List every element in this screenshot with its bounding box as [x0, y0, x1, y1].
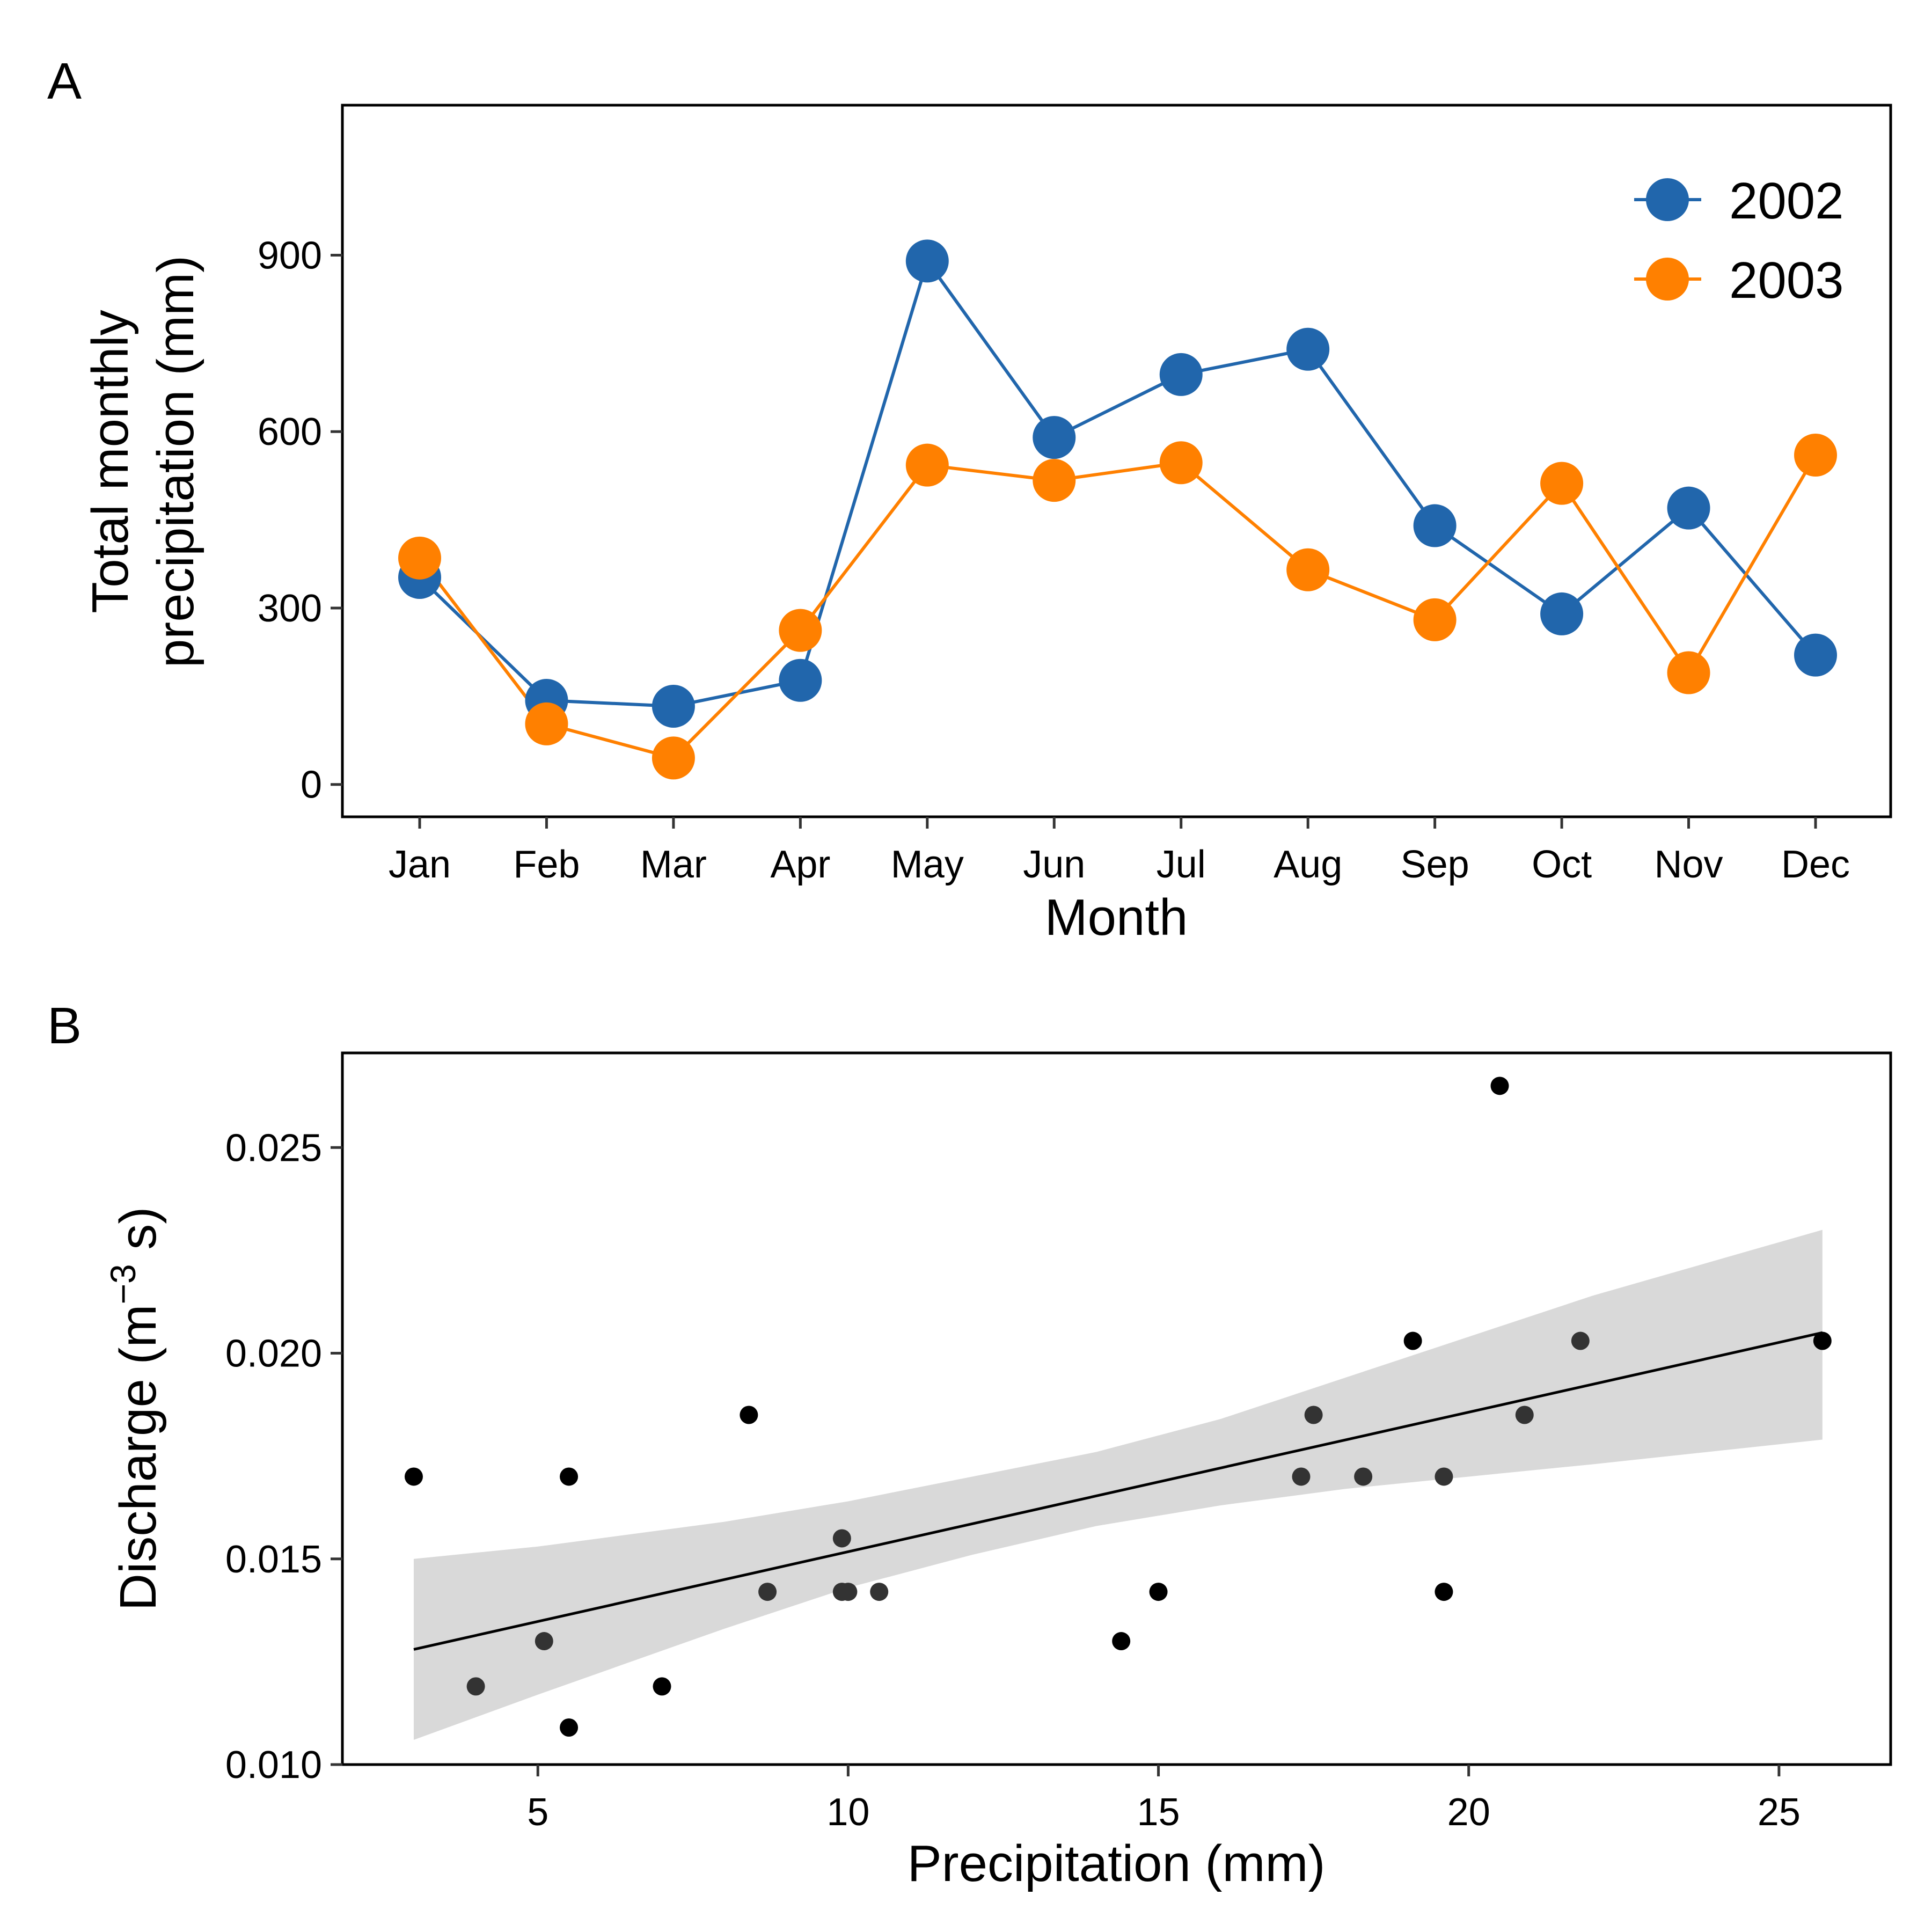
regression-line — [413, 1331, 1823, 1651]
data-point-2002 — [652, 684, 695, 728]
scatter-point — [832, 1529, 851, 1548]
panel-b-discharge-chart: B 0.010 0.015 0.020 0.025 5 10 15 20 25 Precipi… — [47, 997, 1892, 1892]
scatter-point — [1435, 1467, 1453, 1486]
data-point-2003 — [1033, 459, 1076, 502]
data-point-2003 — [779, 609, 822, 652]
scatter-point — [1112, 1632, 1131, 1651]
data-point-2002 — [1667, 486, 1710, 530]
panel-a-legend: 2002 2003 — [1634, 172, 1844, 309]
panel-a-precipitation-chart: A 0 300 600 900 Jan Feb Mar Apr May Jun Jul Aug Sep… — [47, 53, 1892, 946]
legend-label-2003: 2003 — [1729, 252, 1844, 309]
x-tick-label: Sep — [1401, 843, 1469, 886]
x-tick-label: Nov — [1655, 843, 1723, 886]
data-point-2003 — [398, 536, 441, 580]
panel-a-y-axis: 0 300 600 900 — [258, 234, 342, 807]
x-tick-label: Jul — [1157, 843, 1206, 886]
data-point-2002 — [905, 239, 949, 283]
scatter-point — [839, 1583, 858, 1601]
data-point-2002 — [1286, 327, 1330, 371]
x-tick-label: 10 — [826, 1791, 869, 1834]
data-point-2002 — [779, 658, 822, 702]
x-tick-label: May — [891, 843, 964, 886]
x-tick-label: 15 — [1137, 1791, 1180, 1834]
panel-b-y-axis-title: Discharge (m−3 s) — [103, 1207, 167, 1611]
y-tick-label: 0 — [301, 764, 322, 807]
panel-b-x-axis-title: Precipitation (mm) — [908, 1835, 1326, 1892]
panel-b-plot-area — [404, 1077, 1832, 1740]
legend-key-marker-2003 — [1646, 258, 1689, 301]
y-tick-label: 300 — [258, 587, 322, 630]
scatter-point — [535, 1632, 553, 1651]
scatter-point — [1304, 1406, 1323, 1424]
confidence-band — [413, 1230, 1823, 1740]
panel-a-y-axis-title-line1: Total monthly — [82, 310, 139, 613]
scatter-point — [560, 1467, 579, 1486]
y-tick-label: 900 — [258, 234, 322, 277]
data-point-2003 — [1159, 441, 1203, 485]
y-tick-label: 0.015 — [225, 1538, 322, 1581]
data-point-2003 — [905, 443, 949, 487]
panel-a-series — [398, 239, 1837, 780]
x-tick-label: Aug — [1274, 843, 1342, 886]
scatter-point — [740, 1406, 758, 1424]
y-tick-label: 0.020 — [225, 1333, 322, 1375]
x-tick-label: Mar — [640, 843, 707, 886]
data-point-2003 — [1540, 462, 1584, 505]
data-point-2003 — [652, 736, 695, 780]
panel-a-label: A — [47, 53, 82, 110]
data-point-2002 — [1540, 592, 1584, 635]
scatter-point — [1435, 1583, 1453, 1601]
x-tick-label: Oct — [1532, 843, 1592, 886]
panel-a-plot-frame — [341, 104, 1892, 818]
x-tick-label: Dec — [1781, 843, 1850, 886]
data-point-2003 — [525, 702, 568, 745]
scatter-point — [1571, 1331, 1590, 1350]
x-tick-label: 25 — [1758, 1791, 1801, 1834]
legend-key-marker-2002 — [1646, 178, 1689, 221]
data-point-2003 — [1794, 434, 1837, 477]
scatter-point — [1354, 1467, 1373, 1486]
data-point-2003 — [1413, 598, 1457, 641]
scatter-point — [653, 1677, 671, 1696]
scatter-point — [1149, 1583, 1168, 1601]
data-point-2002 — [1033, 416, 1076, 459]
scatter-point — [1490, 1077, 1509, 1095]
scatter-point — [560, 1718, 579, 1737]
data-point-2002 — [1794, 633, 1837, 677]
x-tick-label: 20 — [1447, 1791, 1490, 1834]
x-tick-label: Jun — [1023, 843, 1085, 886]
series-line-2003 — [418, 454, 1817, 760]
y-tick-label: 600 — [258, 411, 322, 453]
legend-label-2002: 2002 — [1729, 172, 1844, 230]
data-point-2003 — [1286, 548, 1330, 591]
x-tick-label: Feb — [513, 843, 580, 886]
data-point-2002 — [1413, 504, 1457, 547]
data-point-2003 — [1667, 651, 1710, 694]
x-tick-label: Jan — [389, 843, 451, 886]
panel-b-plot-frame — [341, 1051, 1892, 1766]
panel-b-label: B — [47, 997, 82, 1055]
panel-a-x-axis-title: Month — [1045, 889, 1188, 946]
x-tick-label: 5 — [527, 1791, 548, 1834]
data-point-2002 — [1159, 353, 1203, 396]
panel-a-y-axis-title-line2: precipitation (mm) — [147, 255, 204, 668]
scatter-point — [404, 1467, 423, 1486]
scatter-point — [870, 1583, 889, 1601]
y-tick-label: 0.025 — [225, 1126, 322, 1169]
scatter-point — [466, 1677, 485, 1696]
panel-a-x-axis: Jan Feb Mar Apr May Jun Jul Aug Sep Oct Nov Dec — [389, 817, 1850, 886]
y-tick-label: 0.010 — [225, 1744, 322, 1787]
scatter-point — [1292, 1467, 1311, 1486]
scatter-point — [1813, 1331, 1832, 1350]
x-tick-label: Apr — [770, 843, 830, 886]
scatter-point — [1515, 1406, 1534, 1424]
panel-b-y-axis: 0.010 0.015 0.020 0.025 — [225, 1126, 342, 1787]
panel-b-x-axis: 5 10 15 20 25 — [527, 1765, 1801, 1834]
scatter-point — [758, 1583, 777, 1601]
scatter-point — [1403, 1331, 1422, 1350]
